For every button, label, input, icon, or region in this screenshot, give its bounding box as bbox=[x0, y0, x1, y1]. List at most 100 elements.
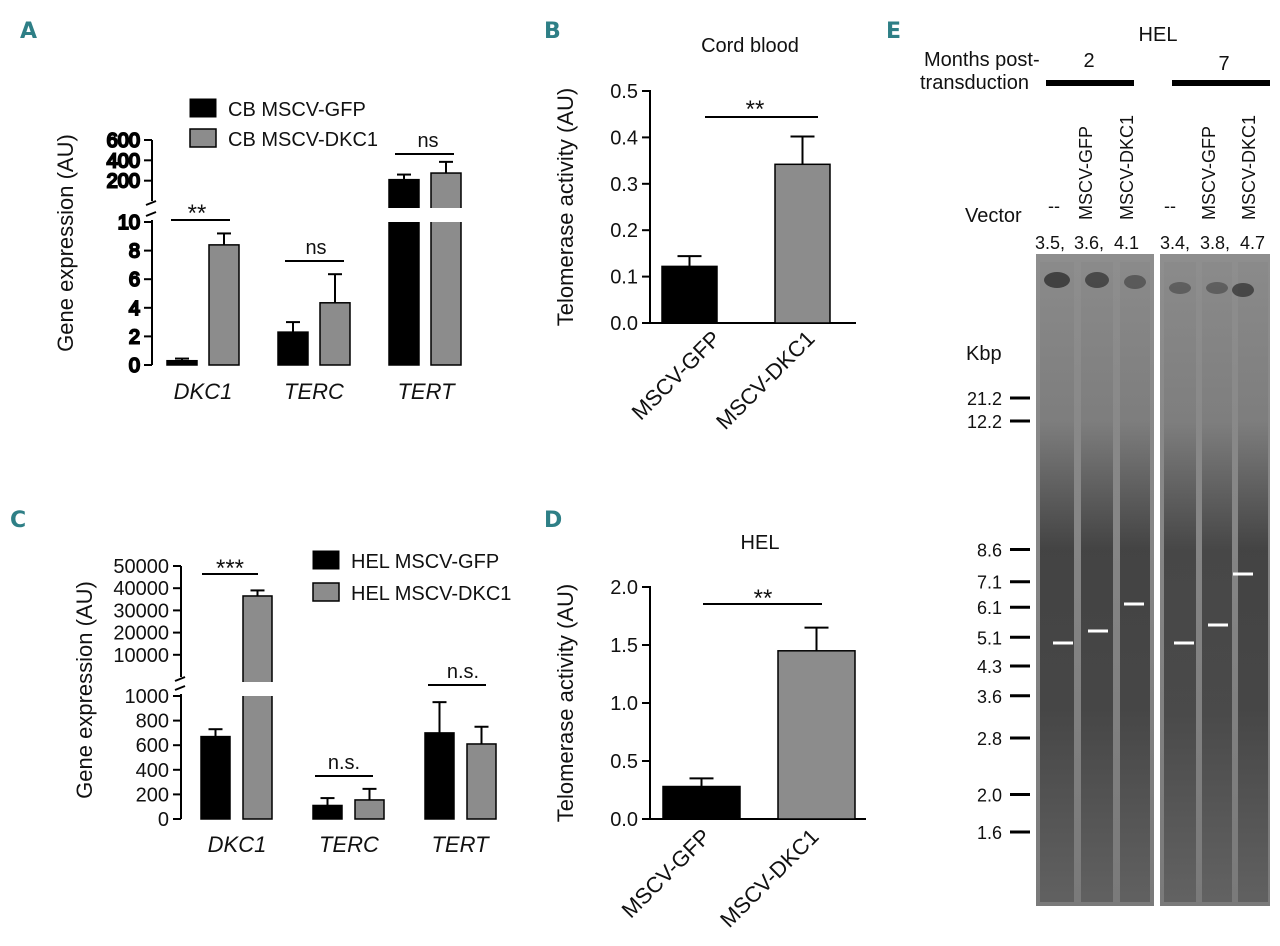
panel-a-ytick-label-upper-1: 400 bbox=[107, 150, 140, 172]
panel-c-ytick-label-upper-1: 20000 bbox=[113, 623, 169, 645]
panel-c-sig-tert: n.s. bbox=[447, 661, 479, 683]
panel-c-legend-dkc1: HEL MSCV-DKC1 bbox=[351, 583, 511, 605]
gel-lane-5-vector: MSCV-GFP bbox=[1199, 126, 1219, 220]
gel-lane-1 bbox=[1040, 262, 1074, 902]
gel-lane-1-length: 3.5, bbox=[1035, 233, 1065, 253]
panel-c-ytick-label-upper-2: 30000 bbox=[113, 600, 169, 622]
gel-marker-label-0: 21.2 bbox=[967, 389, 1002, 409]
gel-month-2: 2 bbox=[1083, 50, 1094, 72]
panel-b-ytick-label-2: 0.2 bbox=[610, 220, 638, 242]
panel-letter-d: D bbox=[544, 508, 562, 533]
panel-a-chart: Gene expression (AU) CB MSCV-GFP CB MSCV… bbox=[53, 98, 462, 404]
panel-b-bar-mscv-dkc1 bbox=[774, 163, 831, 324]
gel-lane-6-length: 4.7 bbox=[1240, 233, 1265, 253]
panel-d-xtick-dkc1: MSCV-DKC1 bbox=[715, 824, 823, 932]
panel-c-ytick-label-lower-3: 600 bbox=[136, 735, 169, 757]
panel-c-ytick-label-lower-0: 0 bbox=[158, 809, 169, 831]
gel-lane-2-length: 3.6, bbox=[1074, 233, 1104, 253]
panel-a-bar-cb-mscv-gfp-tert bbox=[388, 178, 420, 366]
panel-c-sig-dkc1: *** bbox=[216, 555, 244, 582]
gel-marker-label-10: 1.6 bbox=[977, 823, 1002, 843]
gel-well-3 bbox=[1124, 275, 1146, 289]
panel-a-ytick-label-lower-4: 8 bbox=[129, 241, 140, 263]
panel-c-ytick-label-lower-5: 1000 bbox=[125, 686, 170, 708]
panel-d-bar-mscv-dkc1 bbox=[777, 650, 856, 820]
gel-months-label-2: transduction bbox=[920, 72, 1029, 94]
panel-c-bar-hel-mscv-gfp-tert bbox=[424, 732, 455, 820]
panel-a-axis-break-mark-1 bbox=[145, 211, 157, 217]
panel-letter-b: B bbox=[544, 19, 561, 44]
gel-lane-3-vector: MSCV-DKC1 bbox=[1117, 115, 1137, 220]
panel-b-ytick-label-1: 0.1 bbox=[610, 267, 638, 289]
panel-a-bar-cb-mscv-dkc1-terc bbox=[319, 302, 351, 366]
panel-c-axis-break-mark-1 bbox=[174, 685, 186, 691]
panel-c-bar-break-1-0 bbox=[242, 682, 273, 696]
gel-well-5 bbox=[1206, 282, 1228, 294]
panel-b-chart: Cord blood Telomerase activity (AU) 0.00… bbox=[553, 35, 856, 434]
gel-size-markers: 21.2 12.2 8.6 7.1 6.1 5.1 4.3 3.6 2.8 2.0 1.6 bbox=[967, 389, 1030, 843]
panel-c-sig-terc: n.s. bbox=[328, 752, 360, 774]
panel-a-legend-swatch-dkc1 bbox=[189, 128, 217, 148]
panel-a-sig-tert: ns bbox=[417, 130, 438, 152]
gel-lane-1-vector: -- bbox=[1048, 196, 1060, 216]
panel-a-ytick-label-upper-2: 600 bbox=[107, 130, 140, 152]
panel-c-xtick-dkc1: DKC1 bbox=[208, 832, 267, 857]
gel-month-7: 7 bbox=[1218, 53, 1229, 75]
panel-b-ytick-label-3: 0.3 bbox=[610, 174, 638, 196]
panel-d-ytick-label-1: 0.5 bbox=[610, 751, 638, 773]
panel-a-bar-break-1-2 bbox=[430, 208, 462, 222]
gel-months-label-1: Months post- bbox=[924, 49, 1040, 71]
panel-a-axis-break-mark-2 bbox=[145, 200, 157, 206]
panel-d-bars bbox=[662, 626, 856, 820]
panel-a-bar-cb-mscv-gfp-terc bbox=[277, 331, 309, 366]
panel-d-axis: 0.0 0.5 1.0 1.5 2.0 bbox=[610, 577, 866, 831]
gel-marker-label-2: 8.6 bbox=[977, 541, 1002, 561]
panel-c-ylabel: Gene expression (AU) bbox=[72, 581, 97, 799]
gel-vector-label: Vector bbox=[965, 205, 1022, 227]
gel-lane-5 bbox=[1202, 262, 1232, 902]
panel-c-chart: Gene expression (AU) HEL MSCV-GFP HEL MS… bbox=[72, 550, 511, 857]
gel-well-6 bbox=[1232, 283, 1254, 297]
gel-well-1 bbox=[1044, 272, 1070, 288]
panel-a-bar-cb-mscv-dkc1-tert bbox=[430, 172, 462, 366]
panel-c-legend-gfp: HEL MSCV-GFP bbox=[351, 551, 499, 573]
panel-b-xtick-dkc1: MSCV-DKC1 bbox=[711, 326, 819, 434]
panel-a-xtick-terc: TERC bbox=[284, 379, 344, 404]
gel-lane-6-vector: MSCV-DKC1 bbox=[1239, 115, 1259, 220]
gel-marker-label-9: 2.0 bbox=[977, 786, 1002, 806]
gel-marker-label-4: 6.1 bbox=[977, 598, 1002, 618]
panel-c-ytick-label-upper-0: 10000 bbox=[113, 645, 169, 667]
panel-c-legend-swatch-dkc1 bbox=[312, 582, 340, 602]
panel-letter-c: C bbox=[10, 508, 26, 533]
gel-well-4 bbox=[1169, 282, 1191, 294]
panel-c-bar-hel-mscv-dkc1-dkc1 bbox=[242, 595, 273, 820]
gel-lane-3 bbox=[1120, 262, 1150, 902]
gel-image-right bbox=[1160, 254, 1270, 906]
gel-lane-2-vector: MSCV-GFP bbox=[1076, 126, 1096, 220]
panel-a-ytick-label-lower-5: 10 bbox=[118, 212, 140, 234]
gel-marker-label-8: 2.8 bbox=[977, 729, 1002, 749]
panel-c-ytick-label-upper-3: 40000 bbox=[113, 578, 169, 600]
panel-c-legend-swatch-gfp bbox=[312, 550, 340, 570]
panel-a-bar-cb-mscv-gfp-dkc1 bbox=[166, 359, 198, 366]
panel-c-bar-hel-mscv-dkc1-tert bbox=[466, 743, 497, 820]
panel-a-ytick-label-lower-3: 6 bbox=[129, 269, 140, 291]
panel-a-bars bbox=[166, 160, 462, 366]
gel-marker-label-5: 5.1 bbox=[977, 628, 1002, 648]
panel-d-ylabel: Telomerase activity (AU) bbox=[553, 584, 578, 822]
panel-c-bar-hel-mscv-gfp-dkc1 bbox=[200, 735, 231, 820]
panel-a-sig-terc: ns bbox=[305, 237, 326, 259]
panel-c-ytick-label-lower-2: 400 bbox=[136, 760, 169, 782]
panel-letter-e: E bbox=[886, 19, 901, 44]
gel-lane-4-length: 3.4, bbox=[1160, 233, 1190, 253]
gel-lane-4-vector: -- bbox=[1164, 196, 1176, 216]
panel-letter-a: A bbox=[20, 19, 37, 44]
panel-c-ytick-label-lower-1: 200 bbox=[136, 784, 169, 806]
gel-lane-4 bbox=[1164, 262, 1196, 902]
panel-c-axis-break-mark-2 bbox=[174, 676, 186, 682]
panel-c-bar-hel-mscv-gfp-terc bbox=[312, 804, 343, 820]
gel-kbp-label: Kbp bbox=[966, 343, 1002, 365]
panel-d-ytick-label-2: 1.0 bbox=[610, 693, 638, 715]
